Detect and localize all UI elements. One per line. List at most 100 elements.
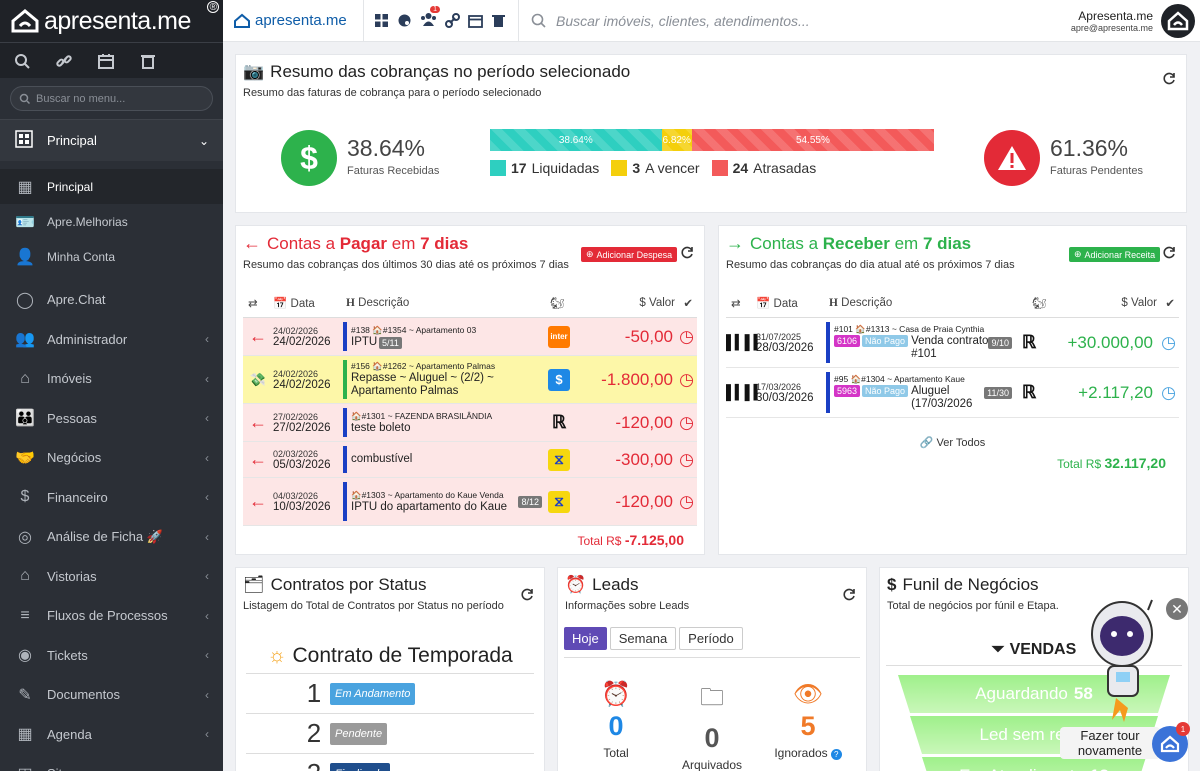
table-row[interactable]: ▌▍▌▍ 17/03/2026 30/03/2026 #95 🏠#1304 ~ Apa…: [726, 368, 1179, 418]
receber-total: Total R$ 32.117,20: [1057, 455, 1166, 471]
sidebar-item-analysis[interactable]: ◎ Análise de Ficha 🚀 ‹: [0, 517, 223, 557]
table-row[interactable]: 💸 24/02/2026 24/02/2026 #156 🏠#1262 ~ Apart…: [243, 356, 697, 404]
sidebar-item-whatsapp[interactable]: ◯ Apre.Chat: [0, 280, 223, 320]
legend-swatch: [711, 160, 728, 176]
clock-icon[interactable]: ◷: [1161, 332, 1176, 352]
sidebar-search-input[interactable]: Buscar no menu...: [10, 86, 213, 111]
legend-swatch: [490, 160, 506, 176]
avatar[interactable]: [1161, 3, 1195, 38]
table-row[interactable]: ← 02/03/2026 05/03/2026 combustível ⧖ -300,00…: [243, 442, 697, 478]
row-status-bar: [826, 322, 830, 363]
sidebar-item-home[interactable]: ⌂ Imóveis ‹: [0, 359, 223, 399]
add-income-button[interactable]: ⊕ Adicionar Receita: [1069, 247, 1161, 262]
contract-status-row[interactable]: 2 Finalizado: [246, 754, 534, 771]
row-bank: $: [548, 368, 588, 391]
calendar-icon[interactable]: [98, 53, 114, 69]
cobrancas-title-text: Resumo das cobranças no período selecion…: [270, 62, 631, 81]
logo-house-icon: [234, 13, 250, 28]
calendar-icon[interactable]: [468, 13, 483, 28]
refresh-icon[interactable]: [680, 245, 694, 259]
sidebar-item-user[interactable]: 👤 Minha Conta: [0, 239, 223, 274]
row-dates: 27/02/2026 27/02/2026: [273, 412, 343, 434]
lead-stat-label: Total: [603, 746, 629, 760]
sidebar-item-document[interactable]: ✎ Documentos ‹: [0, 675, 223, 715]
search-icon[interactable]: [14, 53, 30, 69]
clock-icon[interactable]: ◷: [1161, 382, 1176, 402]
see-all-link[interactable]: 🔗 Ver Todos: [919, 437, 986, 449]
tour-launcher-button[interactable]: 1: [1152, 722, 1190, 762]
sidebar-item-ticket[interactable]: ◉ Tickets ‹: [0, 636, 223, 676]
astronaut-mascot[interactable]: [1086, 596, 1162, 726]
sidebar-item-calendar[interactable]: ▦ Agenda ‹: [0, 715, 223, 755]
palette-icon[interactable]: [397, 13, 412, 28]
global-search-input[interactable]: Buscar imóveis, clientes, atendimentos..…: [519, 13, 1071, 29]
funnel-stage-count: 13: [1090, 766, 1109, 771]
top-bar: apresenta.me 1 Buscar imóveis, clientes,…: [223, 0, 1200, 42]
contract-count: 2: [306, 718, 322, 748]
header-value: $ Valor: [1121, 296, 1157, 309]
inter-bank-icon: inter: [548, 325, 570, 348]
sidebar-item-handshake[interactable]: 🤝 Negócios ‹: [0, 438, 223, 478]
sidebar-item-dollar[interactable]: $ Financeiro ‹: [0, 478, 223, 518]
clock-icon[interactable]: ◷: [679, 326, 694, 346]
close-tour-button[interactable]: ✕: [1166, 598, 1188, 620]
arrow-left-icon: ←: [249, 449, 267, 469]
sidebar-section-principal[interactable]: Principal ⌄: [0, 119, 223, 161]
trash-icon[interactable]: [491, 13, 506, 28]
users-notification-button[interactable]: 1: [420, 5, 440, 31]
tab-semana[interactable]: Semana: [609, 627, 677, 650]
row-bank: ℝ: [1018, 382, 1058, 404]
trash-icon[interactable]: [140, 53, 156, 69]
plus-icon: ⊕: [1074, 249, 1082, 259]
users-cog-icon: 👥: [15, 331, 35, 349]
tour-restart-label[interactable]: Fazer tour novamente: [1060, 727, 1160, 759]
contract-status-row[interactable]: 1 Em Andamento: [246, 674, 534, 714]
user-email: apre@apresenta.me: [1070, 22, 1153, 33]
sidebar-item-inspection[interactable]: ⌂ Vistorias ‹: [0, 557, 223, 597]
cobrancas-card: 📷 Resumo das cobranças no período seleci…: [235, 54, 1187, 213]
sidebar-item-grid[interactable]: ▦ Principal: [0, 169, 223, 204]
rs-bank-icon: ℝ: [1021, 382, 1037, 402]
refresh-icon[interactable]: [1162, 245, 1176, 259]
add-expense-button[interactable]: ⊕ Adicionar Despesa: [581, 247, 678, 262]
grid-icon[interactable]: [374, 13, 389, 28]
clock-icon[interactable]: ◷: [679, 412, 694, 432]
calendar-icon: ▦: [17, 726, 33, 744]
link-icon[interactable]: [445, 13, 460, 28]
contract-status-row[interactable]: 2 Pendente: [246, 714, 534, 754]
table-row[interactable]: ▌▍▌▍ 31/07/2025 28/03/2026 #101 🏠#1313 ~ Ca…: [726, 318, 1179, 368]
top-logo[interactable]: apresenta.me: [223, 12, 363, 29]
refresh-icon[interactable]: [842, 587, 856, 601]
funnel-stage[interactable]: Em Atendimento 13: [922, 757, 1146, 771]
sidebar-item-flow[interactable]: ≡ Fluxos de Processos ‹: [0, 596, 223, 636]
check-icon: ✔: [683, 297, 693, 310]
sidebar-logo[interactable]: apresenta.me ®: [0, 0, 223, 42]
sidebar-item-people[interactable]: 👪 Pessoas ‹: [0, 399, 223, 439]
help-icon[interactable]: ?: [830, 749, 842, 760]
tab-hoje[interactable]: Hoje: [564, 627, 607, 650]
refresh-icon[interactable]: [520, 587, 534, 601]
row-amount: -120,00: [615, 412, 673, 432]
sidebar-item-label: Apre.Chat: [47, 292, 106, 308]
clock-icon[interactable]: ◷: [679, 491, 694, 511]
user-menu[interactable]: Apresenta.me apre@apresenta.me: [1071, 9, 1153, 33]
sidebar-item-users-cog[interactable]: 👥 Administrador ‹: [0, 320, 223, 360]
chevron-left-icon: ‹: [205, 490, 209, 505]
logo-house-icon: [11, 9, 39, 33]
funnel-name: ⏷ VENDAS: [886, 634, 1182, 666]
link-icon[interactable]: [56, 53, 72, 69]
table-row[interactable]: ← 04/03/2026 10/03/2026 🏠#1303 ~ Apartament…: [243, 478, 697, 526]
sidebar-search-placeholder: Buscar no menu...: [36, 92, 126, 105]
table-row[interactable]: ← 24/02/2026 24/02/2026 #138 🏠#1354 ~ Apart…: [243, 318, 697, 356]
table-row[interactable]: ← 27/02/2026 27/02/2026 🏠#1301 ~ FAZENDA BR…: [243, 404, 697, 442]
refresh-icon[interactable]: [1162, 71, 1176, 85]
sidebar-item-site[interactable]: ◫ Site ‹: [0, 754, 223, 771]
tab-período[interactable]: Período: [679, 627, 743, 650]
sidebar-item-id-card[interactable]: 🪪 Apre.Melhorias: [0, 204, 223, 239]
funnel-stage-label: Led sem resp: [979, 725, 1083, 744]
plus-icon: ⊕: [586, 249, 594, 259]
chevron-left-icon: ‹: [205, 648, 209, 663]
clock-icon[interactable]: ◷: [679, 449, 694, 469]
row-dates: 24/02/2026 24/02/2026: [273, 369, 343, 391]
clock-icon[interactable]: ◷: [679, 369, 694, 389]
